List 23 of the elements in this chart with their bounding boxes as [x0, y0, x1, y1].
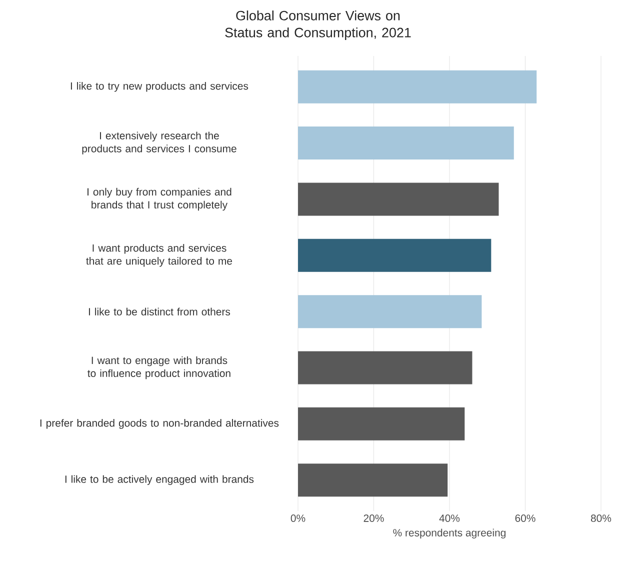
y-tick-label: I extensively research the products and services I consume [82, 132, 236, 154]
y-tick-label: I like to be distinct from others [88, 308, 230, 316]
x-tick-label: 60% [515, 514, 536, 522]
y-tick-label: I only buy from companies and brands that I trust completely [88, 188, 232, 211]
y-tick-label: I want products and services that are uniquely tailored to me [86, 244, 232, 267]
x-tick-label: 20% [364, 514, 384, 522]
x-axis-title: % respondents agreeing [393, 528, 506, 539]
bar [298, 238, 492, 272]
x-tick-label: 80% [590, 514, 612, 522]
bar [298, 182, 499, 216]
x-tick-label: 40% [439, 514, 460, 522]
bar [298, 70, 537, 104]
y-tick-label: I like to be actively engaged with brands [65, 475, 254, 485]
y-tick-label: I like to try new products and services [70, 82, 248, 92]
x-tick-label: 0% [290, 514, 306, 522]
bar [298, 295, 482, 328]
chart-title: Global Consumer Views on Status and Consumption, 2021 [225, 10, 411, 40]
bar [298, 126, 514, 160]
y-tick-label: I prefer branded goods to non-branded alternatives [40, 419, 279, 429]
bar [298, 464, 448, 497]
bar [298, 407, 465, 440]
bar [298, 351, 472, 384]
y-tick-label: I want to engage with brands to influence product innovation [88, 356, 230, 380]
